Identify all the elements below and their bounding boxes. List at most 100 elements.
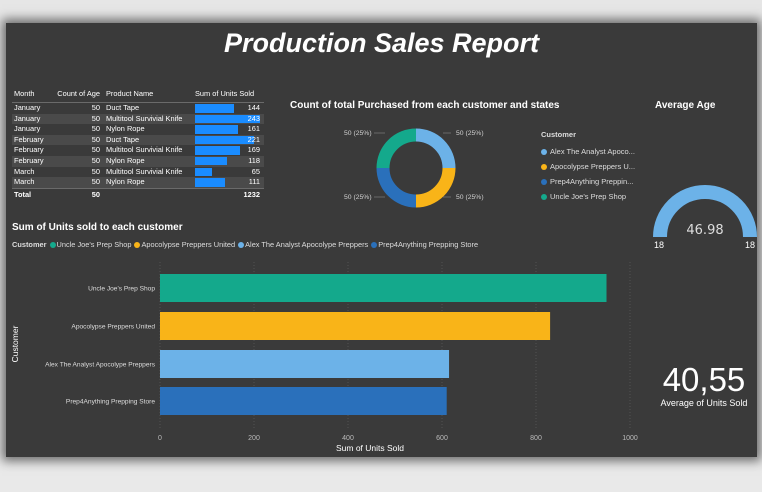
units-data-bar [195,125,238,134]
gauge-max: 18 [745,240,756,250]
donut-slice-prep4anything[interactable] [376,167,417,208]
legend-item[interactable]: Prep4Anything Preppin... [541,174,635,189]
cell-count-of-age: 50 [91,177,100,187]
donut-legend-title: Customer [541,130,577,139]
bar[interactable] [160,274,607,302]
cell-count-of-age: 50 [91,155,100,165]
legend-label: Uncle Joe's Prep Shop [550,192,627,201]
bar-legend-item[interactable]: Alex The Analyst Apocolype Preppers [238,240,368,249]
legend-dot-icon [541,149,547,156]
units-data-bar [195,156,227,166]
units-value: 65 [251,166,260,176]
bar-legend-label: Prep4Anything Prepping Store [378,240,479,249]
kpi-value: 40,55 [662,361,746,398]
units-data-bar [195,104,234,113]
donut-title: Count of total Purchased from each custo… [290,100,560,111]
donut-leader-lines [374,132,451,198]
table-row[interactable]: February 50 Nylon Rope 118 [12,155,264,167]
cell-count-of-age: 50 [91,145,100,155]
table-row[interactable]: February 50 Duct Tape 221 [12,134,264,146]
cell-month: February [14,134,44,144]
bar[interactable] [160,387,447,415]
cell-count-of-age: 50 [91,166,100,176]
cell-month: March [14,177,35,187]
window-top-strip [0,0,762,23]
legend-dot-icon [541,164,547,171]
x-tick-label: 0 [158,435,162,442]
table-total-row: Total 50 1232 [12,187,264,201]
y-tick-label: Uncle Joe's Prep Shop [88,286,155,293]
donut-slice-uncle-joe[interactable] [376,128,417,169]
units-data-bar [195,135,254,145]
x-tick-label: 1000 [622,435,638,442]
table-row[interactable]: January 50 Multitool Survivial Knife 243 [12,113,264,125]
legend-label: Prep4Anything Preppin... [550,177,634,186]
bar[interactable] [160,312,551,340]
cell-product-name: Multitool Survivial Knife [106,145,183,155]
legend-dot-icon [371,242,378,249]
cell-month: February [14,155,44,165]
cell-product-name: Multitool Survivial Knife [106,113,183,123]
cell-count-of-age: 50 [91,103,100,112]
x-tick-label: 400 [342,435,354,442]
x-tick-label: 800 [530,435,542,442]
legend-dot-icon [541,194,547,201]
legend-label: Apocolypse Preppers U... [550,162,636,171]
table-body: January 50 Duct Tape 144 January 50 Multitool … [12,103,264,188]
table-row[interactable]: January 50 Nylon Rope 161 [12,124,264,135]
table-row[interactable]: March 50 Multitool Survivial Knife 65 [12,167,264,178]
y-tick-label: Alex The Analyst Apocolype Preppers [45,362,156,369]
donut-legend-items: Alex The Analyst Apoco... Apocolypse Prep… [541,144,635,204]
cell-count-of-age: 50 [91,124,100,134]
units-data-bar [195,114,260,124]
legend-dot-icon [238,242,245,249]
donut-legend: Customer Alex The Analyst Apoco... Apocol… [541,130,635,204]
table-row[interactable]: March 50 Nylon Rope 111 [12,177,264,188]
donut-chart [376,128,456,208]
gauge-min: 18 [654,240,665,250]
bar[interactable] [160,350,450,378]
bar-legend-item[interactable]: Prep4Anything Prepping Store [371,240,478,249]
cell-product-name: Nylon Rope [106,155,145,165]
legend-item[interactable]: Apocolypse Preppers U... [541,159,635,174]
bar-legend-item[interactable]: Apocolypse Preppers United [134,240,235,249]
header-count-of-age[interactable]: Count of Age [57,89,100,98]
table-row[interactable]: January 50 Duct Tape 144 [12,103,264,114]
dashboard-canvas [6,23,757,457]
bar-legend-item[interactable]: Uncle Joe's Prep Shop [49,240,131,249]
gauge-value: 46.98 [686,223,723,238]
total-units-value: 1232 [243,189,260,199]
legend-label: Alex The Analyst Apoco... [550,147,635,156]
cell-month: January [14,113,41,123]
sales-table: Month Count of Age Product Name Sum of U… [12,88,264,201]
kpi-label: Average of Units Sold [660,398,748,408]
donut-label-br: 50 (25%) [456,194,484,201]
bar-legend-label: Alex The Analyst Apocolype Preppers [245,240,369,249]
total-age: 50 [91,189,100,199]
units-value: 169 [247,145,260,155]
donut-label-bl: 50 (25%) [344,194,372,201]
cell-month: February [14,145,44,155]
table-header-row: Month Count of Age Product Name Sum of U… [12,88,264,103]
x-tick-label: 600 [436,435,448,442]
gauge-chart: 46.98 [653,185,757,238]
donut-slice-alex[interactable] [415,128,456,169]
x-tick-label: 200 [248,435,260,442]
cell-month: March [14,166,35,176]
gauge-title: Average Age [655,100,716,111]
legend-item[interactable]: Alex The Analyst Apoco... [541,144,635,159]
header-product-name[interactable]: Product Name [106,89,154,98]
cell-month: January [14,124,41,134]
legend-dot-icon [49,242,56,249]
table-row[interactable]: February 50 Multitool Survivial Knife 169 [12,145,264,156]
bar-legend-items: Uncle Joe's Prep Shop Apocolypse Preppers… [49,240,482,249]
header-month[interactable]: Month [14,89,35,98]
header-units-sold[interactable]: Sum of Units Sold [195,89,255,98]
units-value: 144 [247,103,260,112]
donut-slice-apocolypse[interactable] [415,167,456,208]
bar-chart-legend: Customer Uncle Joe's Prep Shop Apocolypse … [12,240,481,249]
cell-count-of-age: 50 [91,134,100,144]
units-data-bar [195,178,225,187]
cell-month: January [14,103,41,112]
legend-item[interactable]: Uncle Joe's Prep Shop [541,189,635,204]
